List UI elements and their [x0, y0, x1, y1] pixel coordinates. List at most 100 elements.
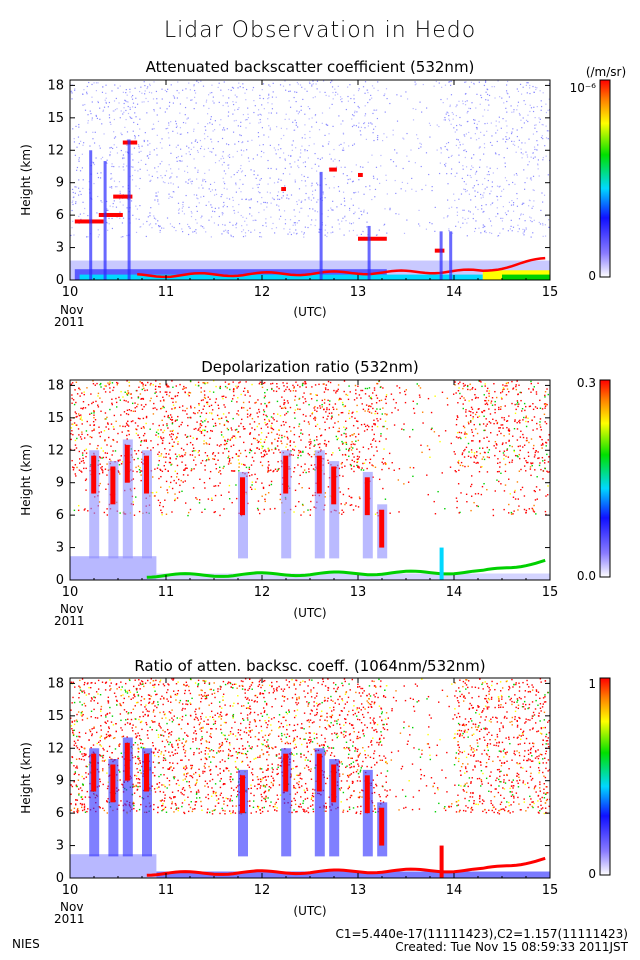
noise-cell [232, 444, 235, 446]
noise-cell [544, 510, 547, 513]
noise-cell [516, 400, 519, 402]
noise-cell [92, 162, 95, 164]
noise-cell [514, 183, 516, 185]
colorbar-max-label: 10⁻⁶ [570, 81, 597, 95]
noise-cell [220, 494, 223, 496]
noise-cell [294, 793, 297, 795]
noise-cell [496, 185, 499, 187]
noise-cell [156, 395, 158, 398]
noise-cell [535, 391, 538, 393]
noise-cell [223, 201, 225, 204]
noise-cell [187, 117, 189, 119]
noise-cell [506, 80, 509, 83]
noise-cell [498, 480, 500, 483]
noise-cell [341, 101, 343, 103]
noise-cell [221, 223, 224, 226]
noise-cell [394, 407, 396, 409]
noise-cell [238, 449, 240, 452]
cloud-column [281, 450, 292, 559]
noise-cell [204, 126, 206, 128]
noise-cell [132, 214, 134, 216]
noise-cell [235, 227, 237, 229]
noise-cell [153, 128, 155, 130]
noise-cell [175, 120, 177, 122]
noise-cell [458, 387, 460, 389]
noise-cell [422, 83, 424, 86]
noise-cell [529, 87, 531, 89]
noise-cell [173, 96, 175, 98]
noise-cell [225, 396, 227, 399]
noise-cell [334, 422, 336, 424]
noise-cell [520, 119, 522, 121]
noise-cell [123, 399, 125, 402]
noise-cell [185, 502, 187, 504]
noise-cell [190, 407, 192, 409]
noise-cell [295, 147, 297, 149]
noise-cell [444, 164, 446, 166]
noise-cell [233, 120, 235, 122]
noise-cell [181, 454, 183, 457]
noise-cell [406, 155, 408, 157]
noise-cell [139, 381, 141, 383]
noise-cell [525, 227, 527, 229]
noise-cell [248, 451, 251, 454]
noise-cell [213, 222, 216, 224]
noise-cell [543, 413, 546, 416]
noise-cell [494, 404, 496, 406]
noise-cell [513, 174, 515, 176]
noise-cell [527, 421, 529, 423]
noise-cell [388, 467, 390, 470]
noise-cell [536, 87, 538, 89]
noise-cell [303, 420, 306, 422]
noise-cell [286, 443, 288, 445]
noise-cell [338, 160, 341, 162]
noise-cell [182, 231, 184, 233]
noise-cell [369, 756, 372, 759]
noise-cell [123, 411, 126, 413]
noise-cell [177, 443, 179, 445]
noise-cell [120, 110, 122, 112]
noise-cell [254, 402, 256, 404]
noise-cell [309, 136, 311, 139]
noise-cell [532, 133, 535, 135]
noise-cell [104, 391, 107, 393]
noise-cell [97, 101, 99, 104]
noise-cell [415, 83, 417, 85]
noise-cell [142, 223, 144, 225]
noise-cell [485, 231, 487, 234]
noise-cell [497, 756, 499, 758]
noise-cell [276, 445, 279, 447]
noise-cell [237, 140, 240, 143]
noise-cell [310, 398, 313, 400]
noise-cell [309, 442, 312, 445]
noise-cell [385, 402, 387, 405]
noise-cell [289, 163, 291, 165]
noise-cell [483, 192, 485, 194]
noise-cell [71, 227, 73, 229]
noise-cell [372, 407, 374, 410]
noise-cell [447, 112, 449, 114]
noise-cell [161, 419, 163, 422]
noise-cell [547, 461, 550, 463]
noise-cell [187, 223, 189, 226]
noise-cell [157, 385, 160, 388]
noise-cell [524, 142, 526, 144]
noise-cell [148, 91, 151, 93]
noise-cell [161, 177, 163, 179]
noise-cell [376, 450, 378, 452]
noise-cell [262, 97, 265, 100]
noise-cell [181, 490, 183, 493]
noise-cell [207, 123, 209, 125]
noise-cell [225, 173, 227, 175]
noise-cell [251, 417, 254, 420]
noise-cell [300, 429, 302, 431]
noise-cell [194, 96, 196, 98]
cloud-patch [98, 212, 123, 217]
noise-cell [316, 182, 318, 184]
noise-cell [293, 386, 295, 388]
surface-layer [79, 274, 483, 280]
noise-cell [258, 423, 260, 425]
noise-cell [325, 224, 327, 226]
noise-cell [294, 505, 297, 508]
noise-cell [316, 88, 318, 90]
